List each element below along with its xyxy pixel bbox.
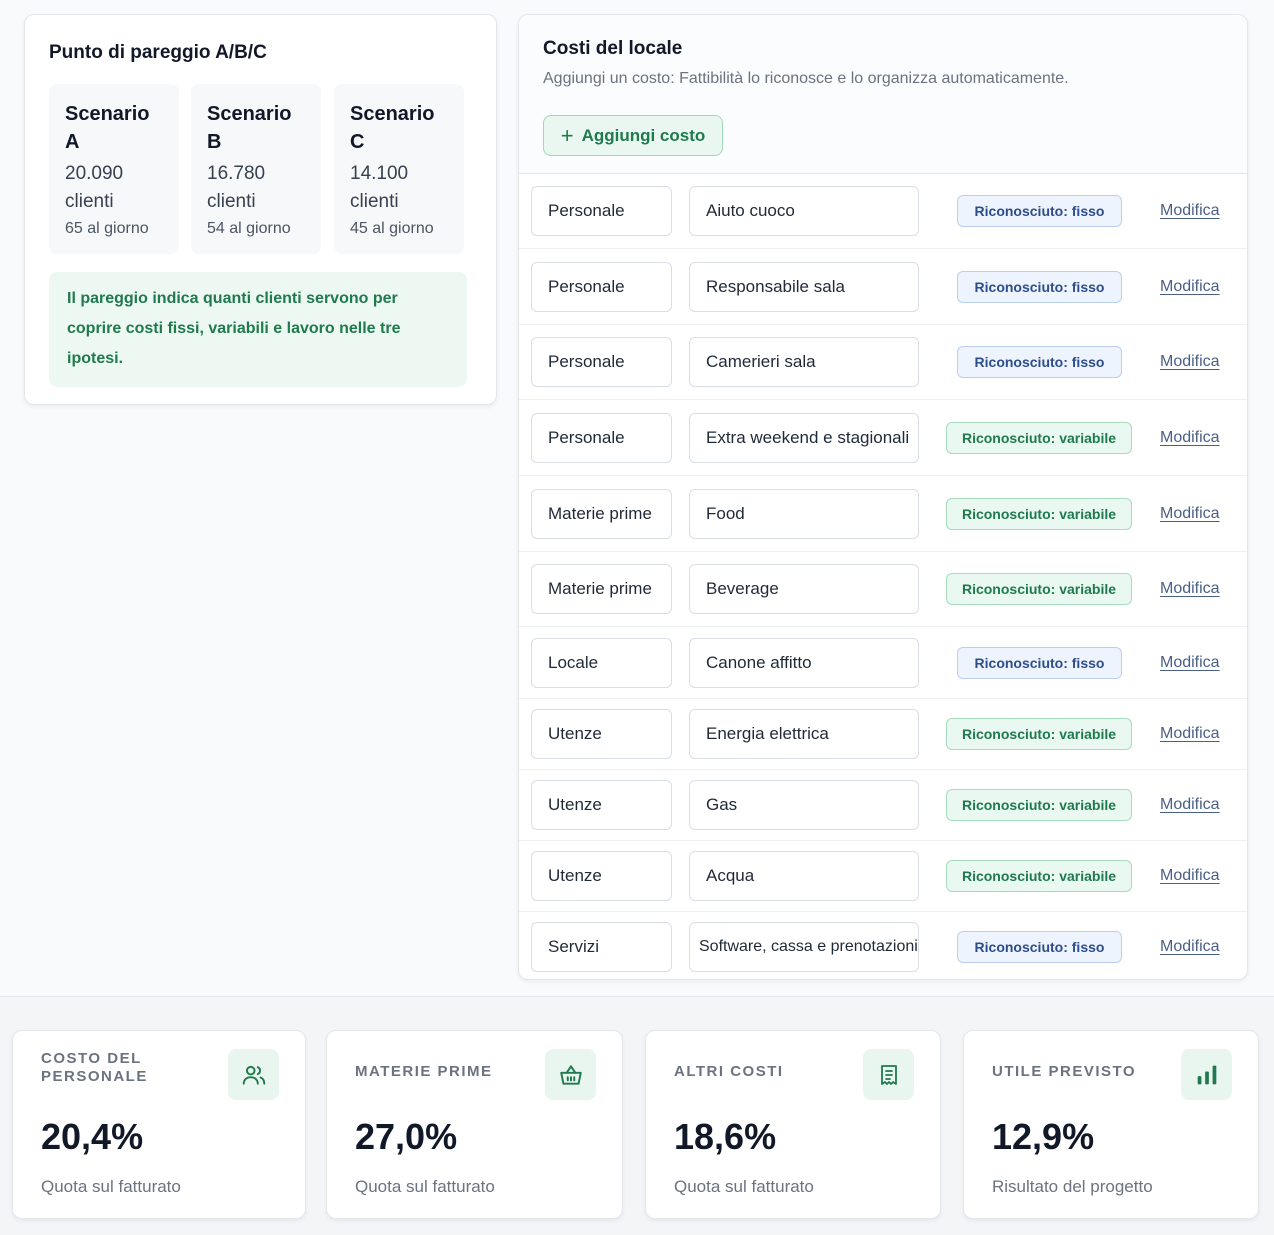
- cost-category-field[interactable]: Servizi: [531, 921, 672, 972]
- users-icon: [228, 1049, 279, 1100]
- cost-category-field[interactable]: Materie prime: [531, 488, 672, 539]
- recognized-badge: Riconosciuto: fisso: [957, 346, 1122, 378]
- edit-link[interactable]: Modifica: [1160, 504, 1220, 522]
- edit-link[interactable]: Modifica: [1160, 277, 1220, 295]
- scenario-per-day: 45 al giorno: [350, 220, 434, 237]
- edit-link[interactable]: Modifica: [1160, 653, 1220, 671]
- recognized-badge: Riconosciuto: variabile: [946, 718, 1132, 750]
- cost-category-field[interactable]: Materie prime: [531, 564, 672, 614]
- kpi-card-profit: Utile previsto 12,9% Risultato del proge…: [963, 1030, 1259, 1219]
- cost-name-field[interactable]: Software, cassa e prenotazioni: [689, 921, 919, 972]
- kpi-card-other-costs: Altri costi 18,6% Quota sul fatturato: [645, 1030, 941, 1219]
- cost-row: Materie prime Beverage Riconosciuto: var…: [519, 552, 1247, 627]
- recognized-badge: Riconosciuto: variabile: [946, 497, 1132, 530]
- recognized-badge: Riconosciuto: fisso: [957, 930, 1122, 963]
- kpi-caption: Quota sul fatturato: [41, 1177, 181, 1196]
- kpi-caption: Quota sul fatturato: [674, 1177, 814, 1196]
- edit-link[interactable]: Modifica: [1160, 725, 1220, 742]
- cost-row: Utenze Gas Riconosciuto: variabile Modif…: [519, 770, 1247, 841]
- recognized-badge: Riconosciuto: variabile: [946, 860, 1132, 892]
- recognized-badge: Riconosciuto: variabile: [946, 573, 1132, 605]
- cost-name-field[interactable]: Responsabile sala: [689, 261, 919, 312]
- costs-title: Costi del locale: [543, 38, 683, 59]
- kpi-label: Altri costi: [674, 1063, 784, 1080]
- recognized-badge: Riconosciuto: variabile: [946, 421, 1132, 454]
- scenario-name: Scenario B: [207, 103, 292, 153]
- scenario-clients: 20.090 clienti: [65, 163, 124, 212]
- cost-category-field[interactable]: Utenze: [531, 709, 672, 759]
- scenario-name: Scenario C: [350, 103, 435, 153]
- edit-link[interactable]: Modifica: [1160, 428, 1220, 446]
- cost-row: Personale Aiuto cuoco Riconosciuto: fiss…: [519, 174, 1247, 249]
- costs-header: Costi del locale Aggiungi un costo: Fatt…: [519, 15, 1247, 174]
- recognized-badge: Riconosciuto: fisso: [957, 195, 1122, 227]
- kpi-label: Materie prime: [355, 1063, 493, 1080]
- cost-name-field[interactable]: Camerieri sala: [689, 337, 919, 387]
- kpi-label: Costo del personale: [41, 1050, 148, 1085]
- cost-category-field[interactable]: Locale: [531, 637, 672, 688]
- cost-category-field[interactable]: Personale: [531, 186, 672, 236]
- recognized-badge: Riconosciuto: variabile: [946, 789, 1132, 821]
- cost-category-field[interactable]: Personale: [531, 337, 672, 387]
- breakeven-title: Punto di pareggio A/B/C: [49, 42, 267, 63]
- costs-card: Costi del locale Aggiungi un costo: Fatt…: [518, 14, 1248, 980]
- edit-link[interactable]: Modifica: [1160, 353, 1220, 370]
- kpi-value: 27,0%: [355, 1116, 458, 1157]
- scenario-per-day: 65 al giorno: [65, 220, 149, 237]
- cost-row: Personale Camerieri sala Riconosciuto: f…: [519, 325, 1247, 400]
- kpi-value: 18,6%: [674, 1116, 777, 1157]
- cost-name-field[interactable]: Canone affitto: [689, 637, 919, 688]
- receipt-icon: [863, 1049, 914, 1100]
- cost-name-field[interactable]: Energia elettrica: [689, 709, 919, 759]
- add-cost-button[interactable]: + Aggiungi costo: [543, 115, 723, 156]
- kpi-value: 12,9%: [992, 1116, 1095, 1157]
- kpi-label: Utile previsto: [992, 1063, 1137, 1080]
- cost-category-field[interactable]: Utenze: [531, 851, 672, 901]
- kpi-card-raw-materials: Materie prime 27,0% Quota sul fatturato: [326, 1030, 623, 1219]
- cost-row: Personale Extra weekend e stagionali Ric…: [519, 400, 1247, 476]
- scenario-name: Scenario A: [65, 103, 150, 153]
- cost-row: Personale Responsabile sala Riconosciuto…: [519, 249, 1247, 325]
- cost-row: Locale Canone affitto Riconosciuto: fiss…: [519, 627, 1247, 699]
- cost-name-field[interactable]: Extra weekend e stagionali: [689, 412, 919, 463]
- cost-row: Materie prime Food Riconosciuto: variabi…: [519, 476, 1247, 552]
- cost-name-field[interactable]: Acqua: [689, 851, 919, 901]
- cost-name-field[interactable]: Aiuto cuoco: [689, 186, 919, 236]
- recognized-badge: Riconosciuto: fisso: [957, 270, 1122, 303]
- cost-row: Utenze Acqua Riconosciuto: variabile Mod…: [519, 841, 1247, 912]
- cost-category-field[interactable]: Personale: [531, 412, 672, 463]
- edit-link[interactable]: Modifica: [1160, 937, 1220, 955]
- recognized-badge: Riconosciuto: fisso: [957, 646, 1122, 679]
- breakeven-card: Punto di pareggio A/B/C Scenario A 20.09…: [24, 14, 497, 405]
- edit-link[interactable]: Modifica: [1160, 580, 1220, 597]
- cost-row: Servizi Software, cassa e prenotazioni R…: [519, 912, 1247, 979]
- kpi-card-staff: Costo del personale 20,4% Quota sul fatt…: [12, 1030, 306, 1219]
- edit-link[interactable]: Modifica: [1160, 796, 1220, 813]
- scenario-clients: 16.780 clienti: [207, 163, 266, 212]
- basket-icon: [545, 1049, 596, 1100]
- edit-link[interactable]: Modifica: [1160, 202, 1220, 219]
- scenario-card-a: Scenario A 20.090 clienti 65 al giorno: [49, 84, 179, 254]
- plus-icon: +: [560, 122, 574, 148]
- add-cost-label: Aggiungi costo: [581, 125, 706, 145]
- scenario-card-c: Scenario C 14.100 clienti 45 al giorno: [334, 84, 464, 254]
- cost-name-field[interactable]: Beverage: [689, 564, 919, 614]
- kpi-caption: Quota sul fatturato: [355, 1177, 495, 1196]
- scenario-per-day: 54 al giorno: [207, 220, 291, 237]
- costs-subtitle: Aggiungi un costo: Fattibilità lo ricono…: [543, 70, 1069, 87]
- kpi-caption: Risultato del progetto: [992, 1177, 1153, 1196]
- cost-row: Utenze Energia elettrica Riconosciuto: v…: [519, 699, 1247, 770]
- edit-link[interactable]: Modifica: [1160, 867, 1220, 884]
- cost-name-field[interactable]: Food: [689, 488, 919, 539]
- scenario-clients: 14.100 clienti: [350, 163, 409, 212]
- breakeven-note: Il pareggio indica quanti clienti servon…: [49, 272, 467, 387]
- cost-name-field[interactable]: Gas: [689, 780, 919, 830]
- scenario-card-b: Scenario B 16.780 clienti 54 al giorno: [191, 84, 321, 254]
- cost-category-field[interactable]: Personale: [531, 261, 672, 312]
- cost-category-field[interactable]: Utenze: [531, 780, 672, 830]
- bar-chart-icon: [1181, 1049, 1232, 1100]
- kpi-value: 20,4%: [41, 1116, 144, 1157]
